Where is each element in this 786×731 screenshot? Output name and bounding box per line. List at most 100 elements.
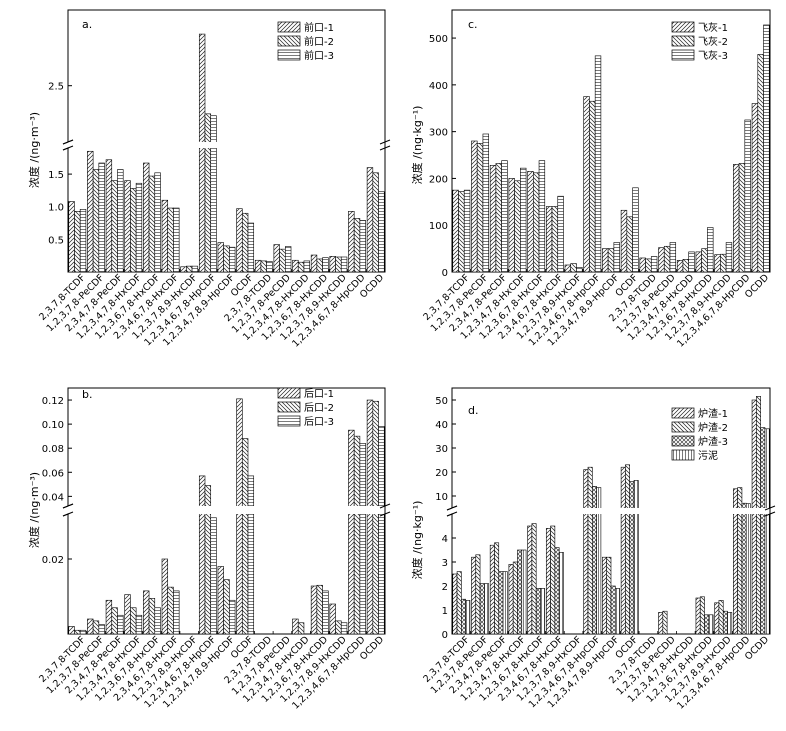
bar-1-8 (583, 469, 589, 635)
bar-2-6 (167, 207, 174, 273)
bar-2-15 (335, 620, 342, 635)
y-axis-label: 浓度 /(ng·kg⁻¹) (410, 106, 424, 185)
bar-2-9 (223, 579, 230, 635)
legend-swatch (671, 435, 695, 447)
bar-3-5 (154, 607, 161, 635)
bar-2-9 (607, 248, 615, 273)
bar-2-17 (372, 400, 379, 635)
y-axis-label: 浓度 /(ng·kg⁻¹) (410, 501, 424, 580)
bar-3-17 (378, 426, 385, 635)
bar-2-8 (589, 100, 596, 273)
bar-3-15 (722, 610, 728, 635)
bar-2-4 (130, 607, 137, 635)
axis-break-mark (379, 145, 391, 151)
bar-1-9 (602, 248, 609, 273)
chart-panel-a: a. 浓度 /(ng·m⁻³) 0.51.01.52.52,3,7,8-TCDF… (27, 9, 391, 350)
bar-4-6 (558, 552, 564, 635)
bar-1-11 (254, 259, 262, 273)
bar-3-1 (461, 598, 466, 635)
legend-swatch (671, 49, 695, 61)
bar-3-3 (117, 169, 124, 273)
bar-1-3 (105, 159, 113, 273)
bar-2-7 (570, 263, 577, 273)
panel-label: b. (82, 388, 92, 401)
bar-3-9 (229, 599, 236, 635)
bar-2-5 (533, 172, 540, 273)
bar-3-1 (463, 189, 471, 273)
bar-4-1 (465, 600, 471, 635)
bar-4-4 (521, 549, 527, 635)
y-tick-label: 300 (429, 128, 448, 139)
bar-2-2 (92, 169, 100, 273)
bar-2-15 (720, 253, 727, 273)
bar-4-5 (540, 588, 546, 635)
bar-2-17 (757, 54, 764, 273)
bar-1-16 (733, 164, 740, 273)
bar-1-4 (508, 564, 514, 635)
bar-2-14 (316, 258, 323, 273)
panel-label: d. (468, 404, 478, 417)
bar-2-3 (111, 607, 118, 635)
legend-swatch (277, 49, 301, 61)
bar-3-4 (520, 167, 527, 273)
axis-break-mark (62, 511, 74, 517)
bar-2-1 (74, 211, 81, 273)
legend-swatch (277, 401, 301, 413)
bar-2-11 (645, 258, 652, 273)
y-tick-label: 0.12 (42, 396, 64, 407)
bar-3-11 (266, 261, 273, 273)
bar-3-2 (98, 162, 105, 273)
bar-3-14 (707, 227, 714, 273)
bar-4-3 (502, 571, 508, 635)
bar-3-1 (79, 629, 87, 635)
legend-label: 飞灰-3 (698, 49, 728, 62)
bar-2-16 (353, 435, 361, 635)
axis-break-mark (379, 511, 391, 517)
bar-3-5 (154, 172, 161, 273)
bar-2-12 (279, 248, 286, 273)
y-tick-label: 100 (429, 221, 448, 232)
y-tick-label: 1.5 (48, 170, 64, 181)
bar-4-17 (764, 428, 770, 635)
y-tick-label: 4 (442, 534, 448, 545)
bar-2-4 (512, 561, 518, 635)
y-tick-label: 40 (435, 420, 448, 431)
bar-1-13 (292, 259, 299, 273)
legend-swatch (277, 35, 301, 47)
bar-1-14 (695, 251, 702, 273)
bar-1-12 (273, 244, 280, 273)
bar-2-12 (662, 610, 668, 635)
bar-2-10 (625, 464, 631, 635)
bar-1-10 (236, 398, 243, 635)
y-tick-label: 3 (442, 558, 448, 569)
y-tick-label: 0.10 (42, 420, 64, 431)
y-tick-label: 0 (442, 268, 448, 279)
bar-3-7 (576, 267, 583, 273)
bar-1-16 (348, 429, 355, 635)
bar-1-5 (527, 171, 534, 273)
bar-1-8 (198, 475, 206, 635)
bar-3-12 (669, 242, 677, 273)
bar-2-10 (241, 212, 249, 273)
legend-label: 后口-2 (304, 402, 334, 414)
bar-1-17 (751, 103, 759, 273)
bar-3-17 (763, 24, 770, 273)
legend-label: 污泥 (698, 449, 718, 462)
bar-2-15 (335, 256, 342, 273)
bar-2-16 (738, 163, 746, 273)
bar-3-15 (725, 242, 733, 273)
bar-3-16 (744, 119, 751, 273)
bar-2-2 (475, 554, 481, 635)
y-tick-label: 20 (435, 468, 448, 479)
bar-1-17 (366, 399, 374, 635)
bar-4-14 (708, 614, 714, 635)
bar-2-8 (204, 113, 212, 273)
chart-panel-c: c. 浓度 /(ng·kg⁻¹) 01002003004005002,3,7,8… (410, 9, 771, 350)
bar-3-13 (688, 251, 695, 273)
bar-1-1 (452, 189, 459, 273)
axis-break-gap (64, 142, 72, 148)
bar-2-13 (682, 259, 690, 273)
bar-3-10 (632, 187, 639, 273)
bar-3-10 (629, 481, 635, 635)
